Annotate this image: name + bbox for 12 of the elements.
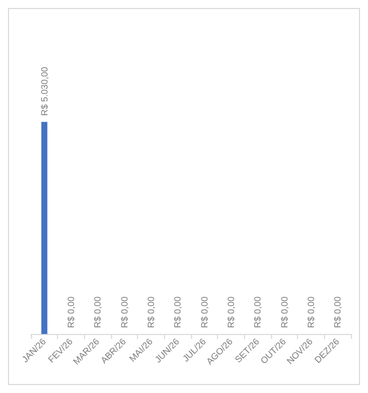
data-label: R$ 0,00: [92, 296, 103, 328]
data-label: R$ 0,00: [252, 296, 263, 328]
data-label: R$ 0,00: [332, 296, 343, 328]
data-label: R$ 0,00: [172, 296, 183, 328]
data-label: R$ 0,00: [279, 296, 290, 328]
data-label: R$ 0,00: [66, 296, 76, 328]
data-label: R$ 0,00: [146, 296, 156, 328]
data-label: R$ 0,00: [306, 296, 316, 328]
data-label: R$ 0,00: [119, 296, 130, 328]
data-label: R$ 0,00: [199, 296, 210, 328]
data-label: R$ 0,00: [226, 296, 236, 328]
data-label: R$ 5.030,00: [39, 66, 50, 116]
